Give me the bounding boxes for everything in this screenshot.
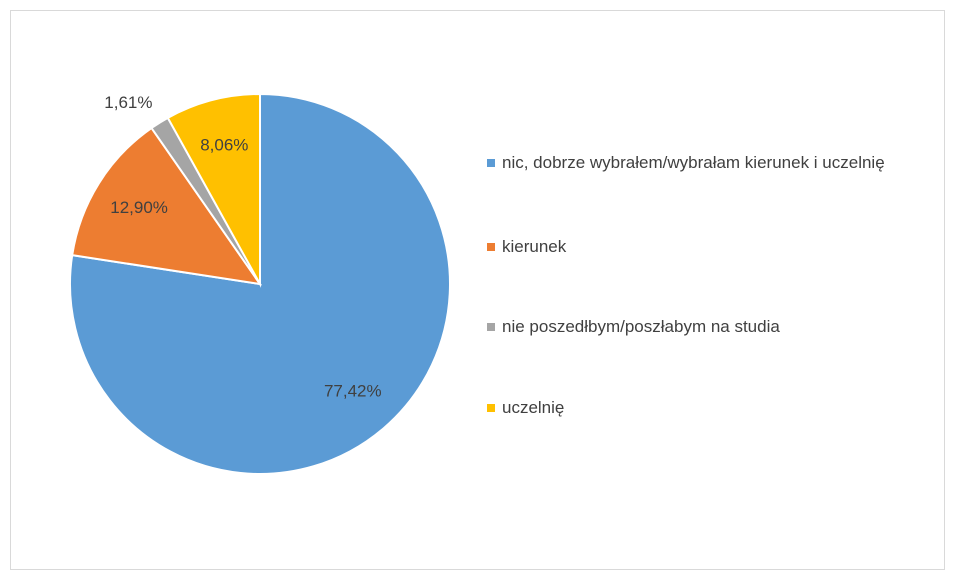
- legend-item: uczelnię: [487, 393, 927, 423]
- legend-swatch: [487, 243, 495, 251]
- chart-frame: [10, 10, 945, 570]
- data-label: 1,61%: [104, 93, 152, 112]
- legend-label: nie poszedłbym/poszłabym na studia: [502, 317, 780, 336]
- data-label: 12,90%: [110, 198, 168, 217]
- data-label: 8,06%: [200, 136, 248, 155]
- legend-label: kierunek: [502, 237, 567, 256]
- legend-swatch: [487, 159, 495, 167]
- legend-item: nic, dobrze wybrałem/wybrałam kierunek i…: [487, 148, 927, 178]
- data-label: 77,42%: [324, 382, 382, 401]
- legend-swatch: [487, 323, 495, 331]
- legend-item: kierunek: [487, 232, 927, 262]
- pie-slice: [166, 92, 261, 288]
- pie-slice: [71, 126, 263, 286]
- legend-swatch: [487, 404, 495, 412]
- legend-label: nic, dobrze wybrałem/wybrałam kierunek i…: [502, 153, 885, 172]
- legend-item: nie poszedłbym/poszłabym na studia: [487, 312, 927, 342]
- legend-label: uczelnię: [502, 398, 565, 417]
